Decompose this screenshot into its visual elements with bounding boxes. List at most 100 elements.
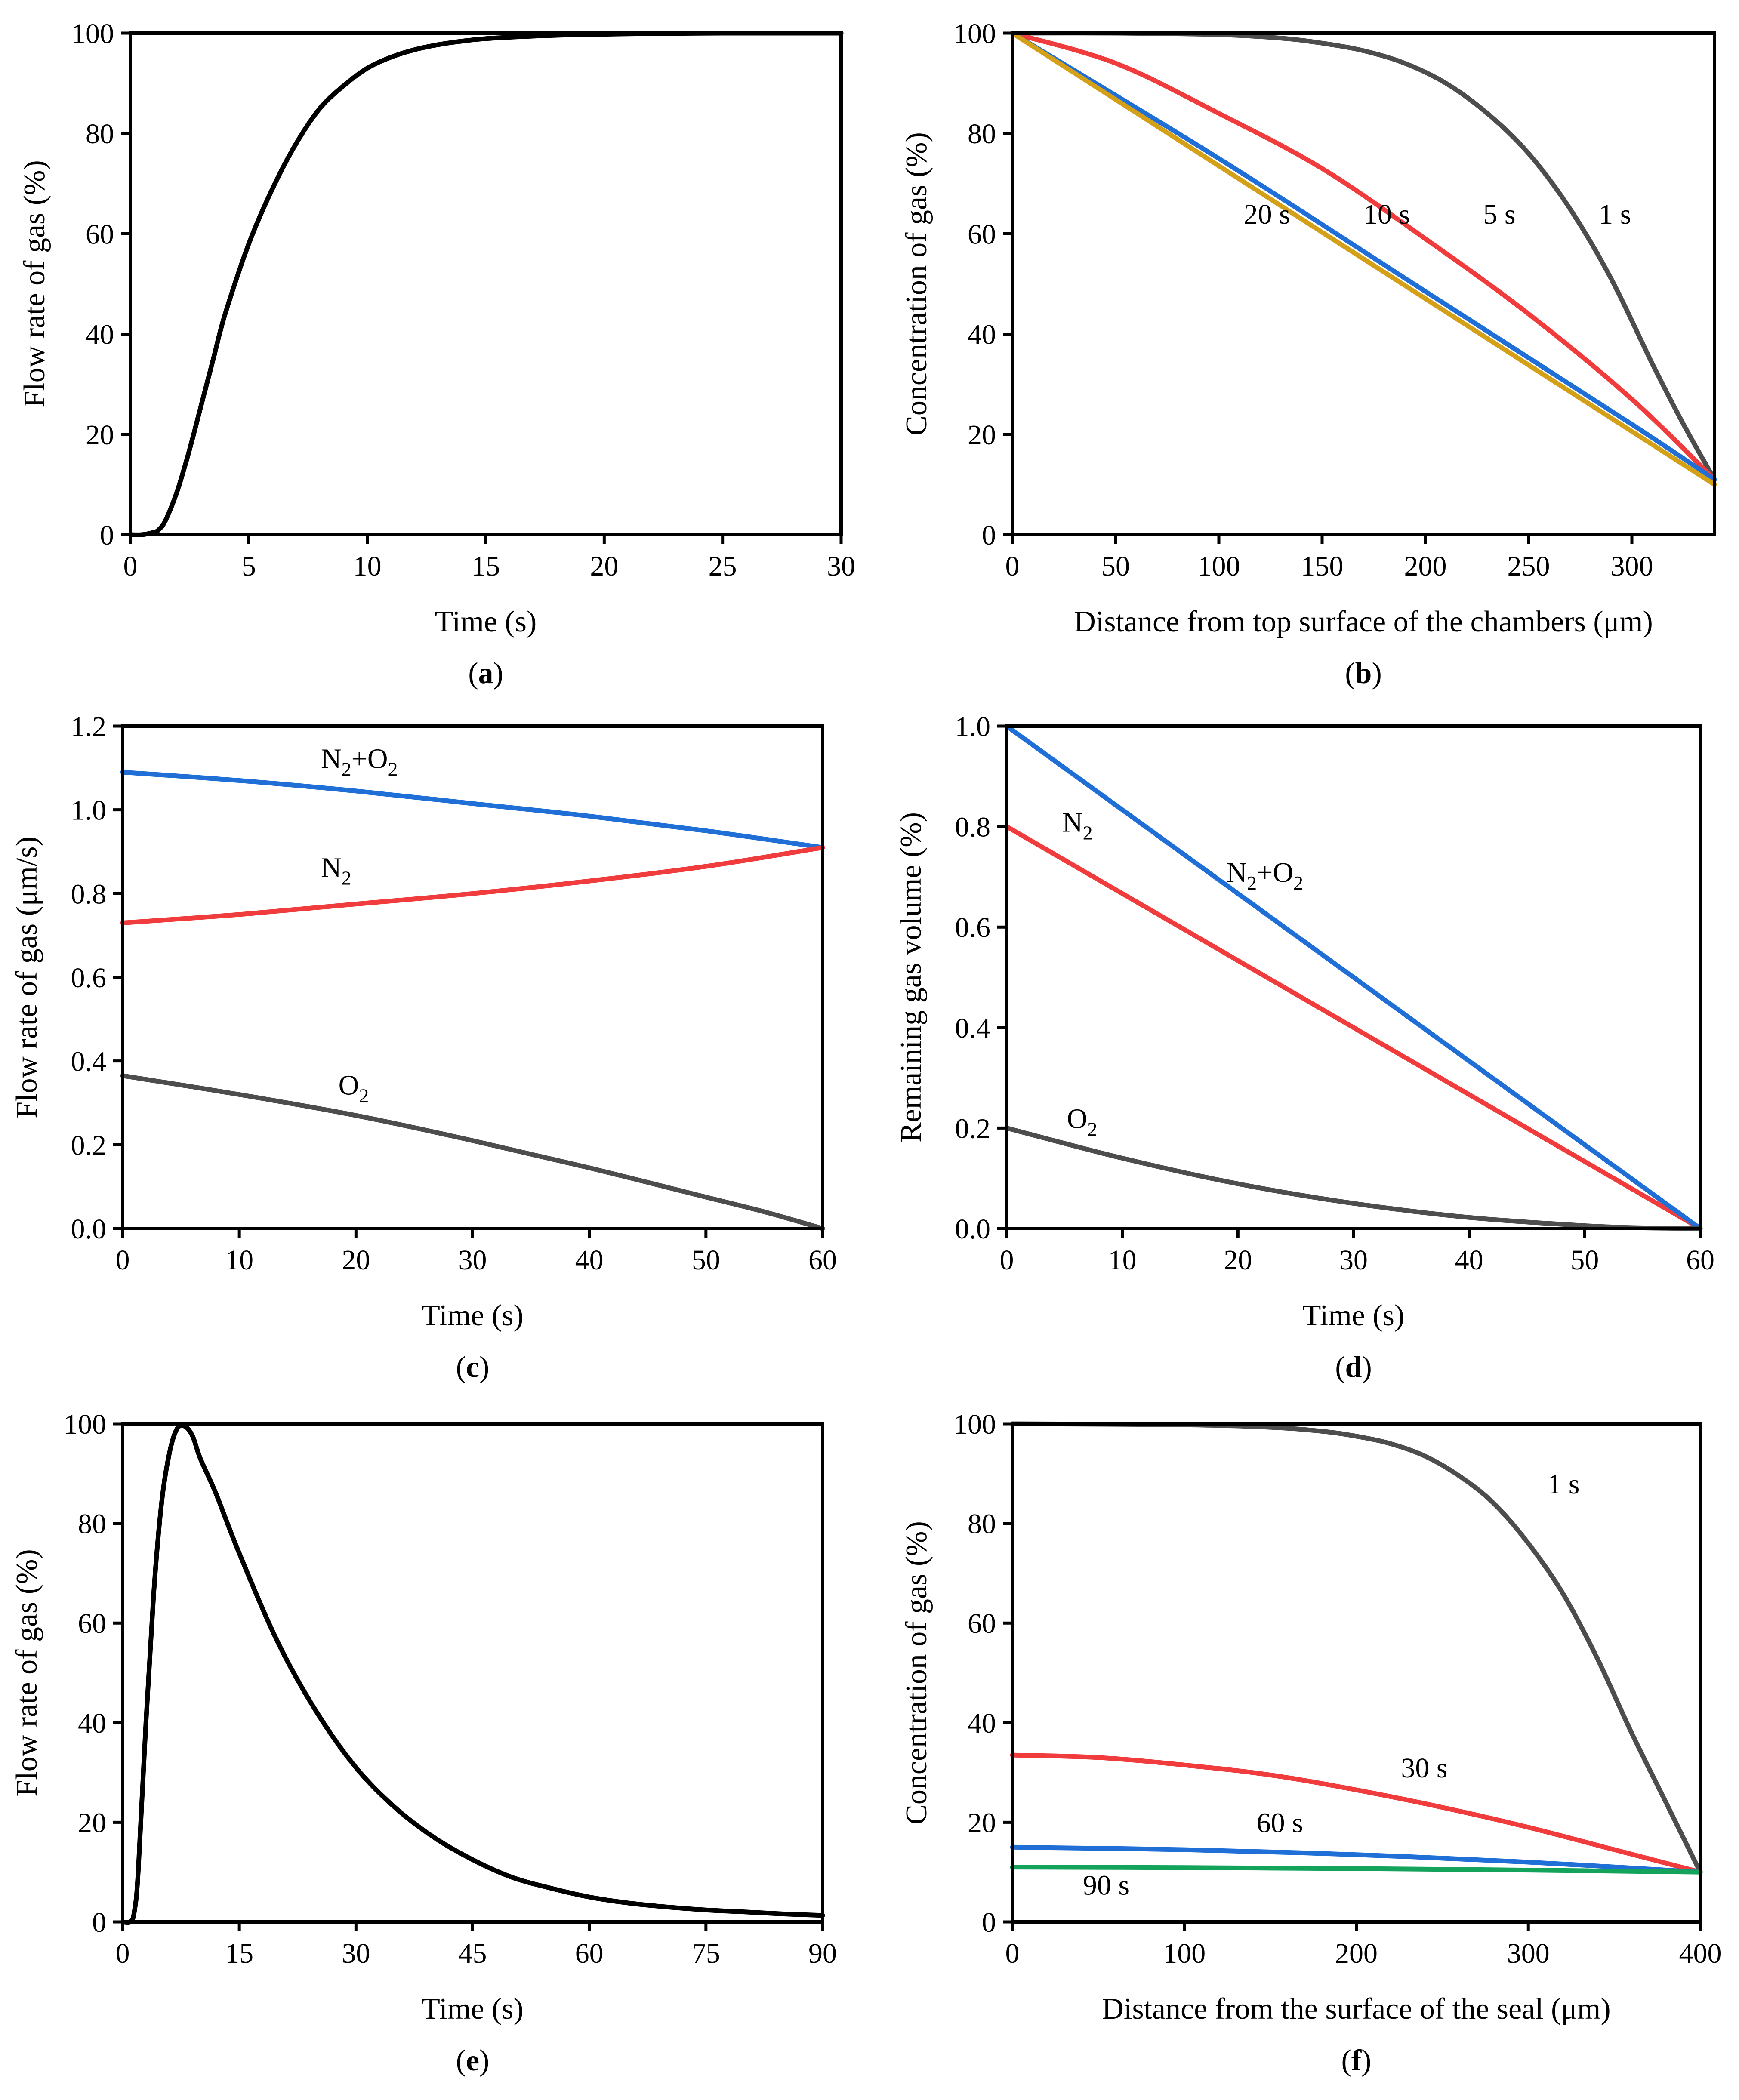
y-tick-label-c-4: 0.8 xyxy=(71,878,107,910)
y-tick-label-b-2: 40 xyxy=(968,319,996,351)
series-line-b-2 xyxy=(1010,31,1717,482)
y-tick-label-f-2: 40 xyxy=(968,1708,996,1739)
panel-a: 0 5 10 15 20 25 30 0 20 40 60 80 100 Time (s) Flow rat… xyxy=(18,18,855,690)
series-label-c-0: N2+O2 xyxy=(321,743,398,780)
x-tick-label-e-4: 60 xyxy=(575,1938,604,1969)
panel-e: 0 15 30 45 60 75 90 0 20 40 60 80 100 Time (s) Flow ra… xyxy=(10,1409,837,2077)
y-tick-label-e-4: 80 xyxy=(78,1509,106,1540)
x-tick-label-c-4: 40 xyxy=(575,1244,604,1276)
y-tick-label-c-5: 1.0 xyxy=(71,795,107,826)
y-tick-label-d-5: 1.0 xyxy=(955,711,991,742)
x-tick-label-c-3: 30 xyxy=(459,1244,487,1276)
y-tick-label-e-2: 40 xyxy=(78,1708,106,1739)
panel-b: 0 50 100 150 200 250 300 0 20 40 60 80 100 Distance f… xyxy=(900,18,1717,690)
panel-c: 0 10 20 30 40 50 60 0.0 0.2 0.4 0.6 0.8 1.0 1.2 Time (… xyxy=(10,711,837,1384)
series-line-d-2 xyxy=(1004,1125,1703,1231)
x-tick-label-e-6: 90 xyxy=(808,1938,837,1969)
y-axis-title-d: Remaining gas volume (%) xyxy=(894,812,928,1142)
x-tick-label-a-5: 25 xyxy=(709,551,737,582)
x-tick-label-b-6: 300 xyxy=(1611,551,1653,582)
series-line-a-0 xyxy=(128,31,844,537)
x-tick-label-a-0: 0 xyxy=(123,551,138,582)
panel-label-a: (a) xyxy=(468,657,503,690)
series-label-f-1: 30 s xyxy=(1401,1752,1447,1784)
series-line-f-1 xyxy=(1010,1752,1703,1875)
panel-label-c: (c) xyxy=(456,1351,490,1384)
series-line-c-0 xyxy=(120,770,825,850)
plot-frame-b xyxy=(1011,31,1716,536)
x-tick-label-f-1: 100 xyxy=(1163,1938,1206,1969)
y-tick-label-f-0: 0 xyxy=(982,1907,996,1938)
x-axis-title-f: Distance from the surface of the seal (μ… xyxy=(1102,1992,1610,2026)
y-axis-title-a: Flow rate of gas (%) xyxy=(18,160,51,407)
series-label-d-1: N2+O2 xyxy=(1226,857,1303,894)
y-tick-label-c-2: 0.4 xyxy=(71,1046,107,1078)
y-tick-label-d-4: 0.8 xyxy=(955,812,991,843)
y-tick-label-a-5: 100 xyxy=(71,18,114,49)
x-tick-label-f-3: 300 xyxy=(1507,1938,1550,1969)
x-axis-title-c: Time (s) xyxy=(422,1299,524,1332)
x-tick-label-b-4: 200 xyxy=(1404,551,1447,582)
y-tick-label-b-5: 100 xyxy=(953,18,996,49)
y-tick-label-d-3: 0.6 xyxy=(955,912,991,943)
y-tick-label-d-2: 0.4 xyxy=(955,1013,991,1044)
x-tick-label-a-2: 10 xyxy=(353,551,382,582)
series-label-b-3: 20 s xyxy=(1244,199,1290,230)
x-tick-label-d-2: 20 xyxy=(1224,1244,1252,1276)
x-tick-label-b-5: 250 xyxy=(1508,551,1550,582)
series-line-f-0 xyxy=(1010,1421,1703,1875)
y-axis-title-c: Flow rate of gas (μm/s) xyxy=(10,836,43,1118)
y-tick-label-a-3: 60 xyxy=(86,219,114,250)
x-tick-label-e-2: 30 xyxy=(342,1938,370,1969)
y-axis-title-f: Concentration of gas (%) xyxy=(900,1521,933,1825)
series-label-b-0: 1 s xyxy=(1599,199,1631,230)
y-tick-label-a-2: 40 xyxy=(86,319,114,351)
series-label-b-2: 10 s xyxy=(1363,199,1410,230)
x-tick-label-e-1: 15 xyxy=(225,1938,253,1969)
series-line-c-1 xyxy=(120,845,825,925)
x-tick-label-d-0: 0 xyxy=(1000,1244,1014,1276)
plot-frame-e xyxy=(121,1422,824,1924)
x-tick-label-a-3: 15 xyxy=(472,551,500,582)
y-tick-label-b-1: 20 xyxy=(968,419,996,451)
series-label-d-2: O2 xyxy=(1067,1103,1098,1140)
series-line-b-1 xyxy=(1010,31,1717,482)
x-tick-label-d-4: 40 xyxy=(1455,1244,1483,1276)
y-tick-label-e-5: 100 xyxy=(64,1409,106,1440)
x-tick-label-a-1: 5 xyxy=(242,551,256,582)
x-tick-label-d-6: 60 xyxy=(1686,1244,1714,1276)
x-tick-label-a-4: 20 xyxy=(590,551,618,582)
x-tick-label-a-6: 30 xyxy=(827,551,855,582)
series-line-c-2 xyxy=(120,1073,825,1231)
x-tick-label-b-1: 50 xyxy=(1101,551,1130,582)
x-tick-label-d-1: 10 xyxy=(1108,1244,1137,1276)
x-axis-title-a: Time (s) xyxy=(435,605,537,638)
y-tick-label-e-3: 60 xyxy=(78,1608,106,1639)
series-line-f-2 xyxy=(1010,1844,1703,1875)
series-label-b-1: 5 s xyxy=(1483,199,1515,230)
series-line-d-0 xyxy=(1004,824,1703,1231)
y-tick-label-a-1: 20 xyxy=(86,419,114,451)
series-line-e-0 xyxy=(120,1423,825,1925)
x-tick-label-e-5: 75 xyxy=(692,1938,720,1969)
y-tick-label-f-4: 80 xyxy=(968,1509,996,1540)
y-tick-label-a-4: 80 xyxy=(86,118,114,150)
x-tick-label-f-2: 200 xyxy=(1335,1938,1378,1969)
y-tick-label-c-6: 1.2 xyxy=(71,711,107,742)
y-tick-label-e-1: 20 xyxy=(78,1807,106,1838)
x-tick-label-c-0: 0 xyxy=(116,1244,130,1276)
series-line-f-3 xyxy=(1010,1865,1703,1875)
y-tick-label-b-4: 80 xyxy=(968,118,996,150)
y-tick-label-d-1: 0.2 xyxy=(955,1113,991,1144)
y-tick-label-f-3: 60 xyxy=(968,1608,996,1639)
y-tick-label-c-3: 0.6 xyxy=(71,962,107,994)
y-tick-label-c-0: 0.0 xyxy=(71,1213,107,1245)
x-tick-label-b-2: 100 xyxy=(1198,551,1240,582)
x-tick-label-b-3: 150 xyxy=(1301,551,1344,582)
series-label-d-0: N2 xyxy=(1062,807,1093,844)
x-tick-label-c-2: 20 xyxy=(342,1244,370,1276)
x-tick-label-c-6: 60 xyxy=(808,1244,837,1276)
x-tick-label-d-3: 30 xyxy=(1339,1244,1368,1276)
panel-d: 0 10 20 30 40 50 60 0.0 0.2 0.4 0.6 0.8 1.0 Time (s) R… xyxy=(894,711,1714,1384)
